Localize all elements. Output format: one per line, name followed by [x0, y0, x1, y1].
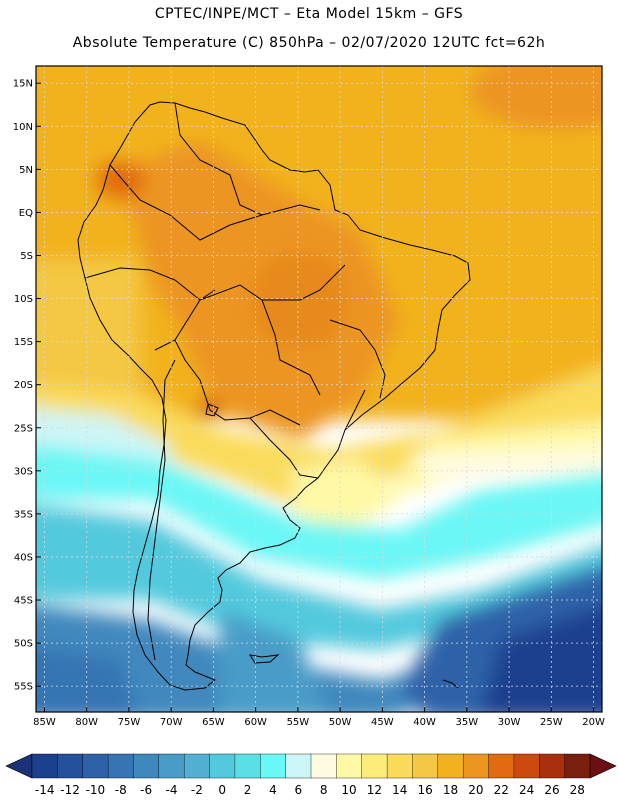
colorbar-swatch	[386, 753, 413, 779]
colorbar-swatch	[437, 753, 464, 779]
colorbar-swatch	[462, 753, 490, 779]
colorbar-swatch	[234, 753, 261, 779]
colorbar-swatch	[107, 753, 134, 779]
colorbar-label: -6	[140, 783, 152, 797]
map-border	[35, 65, 603, 713]
lat-label: 10S	[14, 294, 33, 305]
colorbar-label: -4	[166, 783, 178, 797]
colorbar-swatch	[133, 753, 160, 779]
colorbar-swatch	[31, 753, 58, 779]
lon-label: 80W	[75, 717, 98, 728]
colorbar-swatch	[82, 753, 109, 779]
lat-label: 25S	[14, 423, 33, 434]
colorbar-swatch	[513, 753, 540, 779]
lat-label: 35S	[14, 509, 33, 520]
colorbar-label: 14	[392, 783, 407, 797]
colorbar-high-arrow	[589, 753, 617, 779]
lat-lon-grid	[36, 66, 602, 712]
colorbar-label: -8	[115, 783, 127, 797]
colorbar-label: 16	[417, 783, 432, 797]
colorbar-label: 6	[294, 783, 302, 797]
colorbar-label: 4	[269, 783, 277, 797]
colorbar-label: 18	[443, 783, 458, 797]
lon-label: 25W	[540, 717, 563, 728]
lon-label: 45W	[371, 717, 394, 728]
title-line-1: CPTEC/INPE/MCT – Eta Model 15km – GFS	[154, 6, 464, 22]
colorbar-label: 2	[244, 783, 252, 797]
lon-label: 60W	[244, 717, 267, 728]
lon-label: 20W	[582, 717, 605, 728]
colorbar-swatch	[183, 753, 211, 779]
colorbar-label: 0	[218, 783, 226, 797]
latitude-labels: 15N 10N 5N EQ 5S 10S 15S 20S 25S 30S 35S 40S 45S 50S 5…	[13, 79, 41, 693]
lat-label: 40S	[14, 552, 33, 563]
colorbar-label: -2	[191, 783, 203, 797]
colorbar-swatch	[412, 753, 439, 779]
lat-label: 30S	[14, 466, 33, 477]
colorbar-swatch	[488, 753, 515, 779]
lon-label: 70W	[160, 717, 183, 728]
lon-label: 55W	[287, 717, 310, 728]
colorbar-swatch	[158, 753, 185, 779]
lat-label: 20S	[14, 380, 33, 391]
colorbar-swatch	[57, 753, 84, 779]
lon-label: 65W	[202, 717, 225, 728]
colorbar-label: 12	[367, 783, 382, 797]
colorbar-label: 28	[570, 783, 585, 797]
colorbar-label: 26	[544, 783, 559, 797]
lat-label: EQ	[19, 208, 33, 219]
colorbar-swatch	[209, 753, 236, 779]
lon-label: 75W	[118, 717, 141, 728]
lat-label: 5N	[19, 165, 33, 176]
colorbar: -14 -12 -10 -8 -6 -4 -2 0 2 4 6 8 10 12 14 16 18 20 22 24 26…	[5, 753, 617, 797]
lon-label: 35W	[456, 717, 479, 728]
lat-label: 55S	[14, 682, 33, 693]
colorbar-swatch	[564, 753, 591, 779]
colorbar-label: 24	[519, 783, 534, 797]
lat-label: 5S	[20, 251, 33, 262]
lat-label: 15N	[13, 79, 33, 90]
lat-label: 45S	[14, 596, 33, 607]
colorbar-swatch	[310, 753, 337, 779]
colorbar-low-arrow	[5, 753, 33, 779]
lat-label: 10N	[13, 122, 33, 133]
colorbar-label: 10	[341, 783, 356, 797]
colorbar-label: 8	[320, 783, 328, 797]
colorbar-label: -10	[86, 783, 106, 797]
lon-label: 40W	[413, 717, 436, 728]
temperature-field	[36, 66, 602, 712]
title-line-2: Absolute Temperature (C) 850hPa – 02/07/…	[72, 35, 546, 51]
lon-label: 85W	[33, 717, 56, 728]
lat-label: 15S	[14, 337, 33, 348]
colorbar-swatch	[260, 753, 287, 779]
colorbar-swatch	[539, 753, 566, 779]
colorbar-swatch	[336, 753, 363, 779]
colorbar-label: 20	[468, 783, 483, 797]
colorbar-swatch	[285, 753, 312, 779]
longitude-labels: 85W 80W 75W 70W 65W 60W 55W 50W 45W 40W 35W 30W 25W 2…	[33, 707, 605, 728]
lat-label: 50S	[14, 639, 33, 650]
colorbar-swatch	[361, 753, 388, 779]
lon-label: 50W	[329, 717, 352, 728]
lon-label: 30W	[498, 717, 521, 728]
colorbar-label: 22	[494, 783, 509, 797]
colorbar-label: -12	[60, 783, 80, 797]
colorbar-label: -14	[35, 783, 55, 797]
